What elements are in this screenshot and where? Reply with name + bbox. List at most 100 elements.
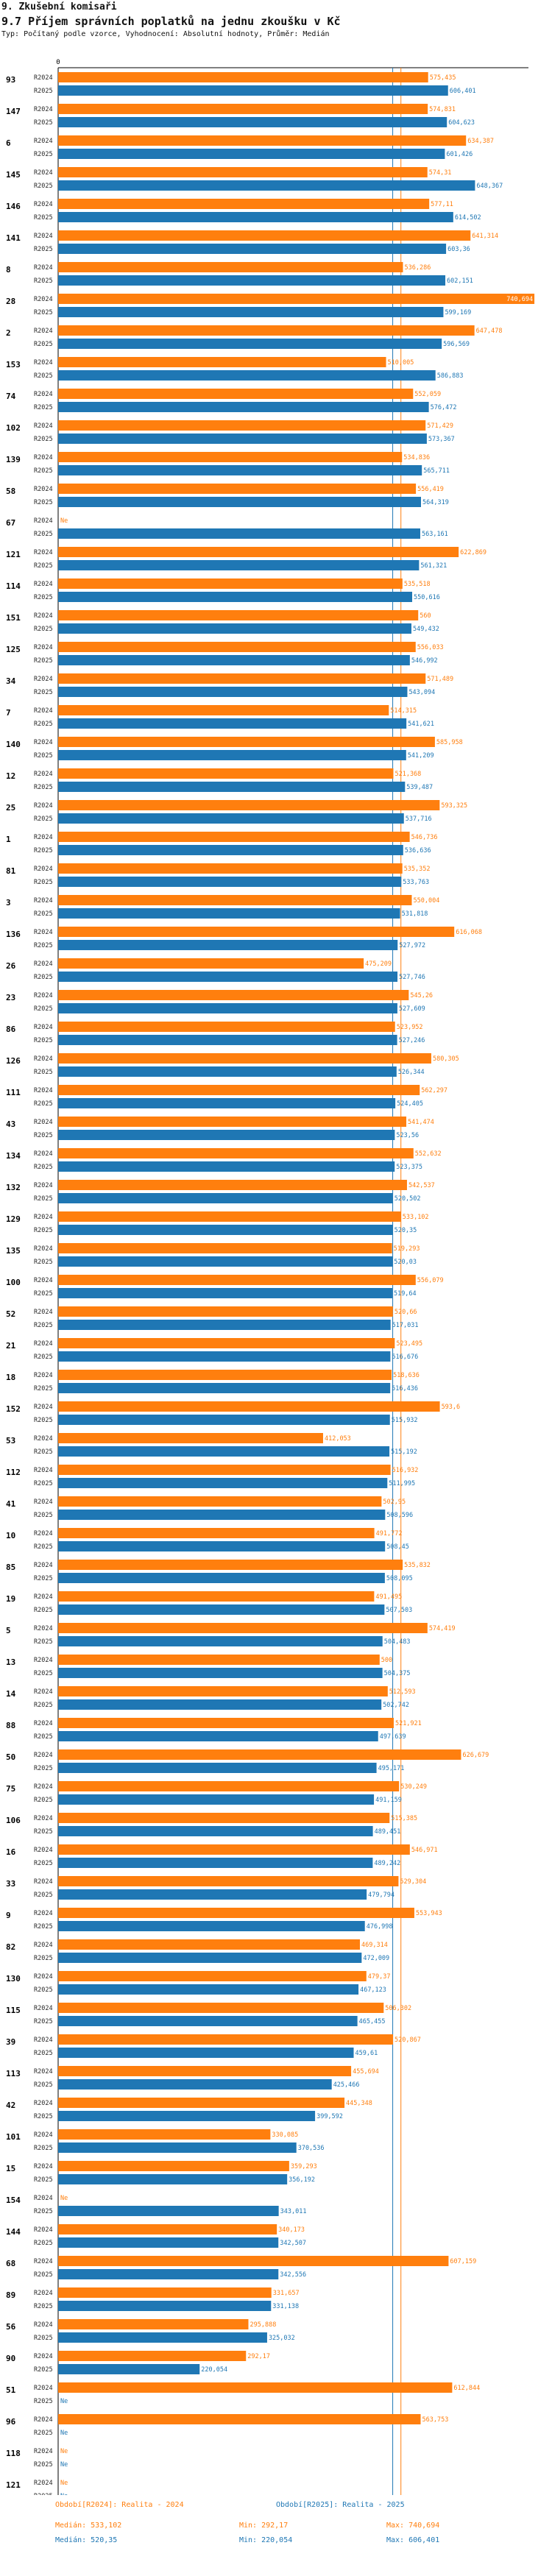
series-label: R2025 [34,1385,53,1393]
series-label: R2025 [34,1986,53,1994]
bar-r2024 [58,927,455,937]
bar-r2024 [58,1465,391,1475]
category-label: 151 [6,613,21,623]
bar-r2024 [58,1148,414,1158]
series-label: R2024 [34,581,53,588]
category-label: 100 [6,1278,21,1287]
data-label-r2024: 515,385 [391,1815,417,1822]
data-label-r2024: 552,059 [414,391,441,398]
data-label-r2025: 220,054 [201,2366,227,2374]
series-label: R2024 [34,2353,53,2360]
series-label: R2025 [34,1227,53,1234]
bar-r2025 [58,339,442,349]
data-label-r2025: 576,472 [431,404,457,411]
series-label: R2024 [34,1593,53,1601]
series-label: R2024 [34,992,53,999]
bar-r2025 [58,465,422,475]
bar-r2025 [58,180,475,191]
bar-r2025 [58,1066,397,1077]
bar-r2025 [58,1794,375,1805]
bar-r2025 [58,972,398,982]
data-label-r2024: 535,832 [404,1562,431,1569]
na-label-r2025: Ne [60,2398,68,2405]
data-label-r2024: 546,736 [411,834,438,841]
series-label: R2025 [34,1069,53,1076]
bar-r2025 [58,370,436,381]
category-label: 154 [6,2195,21,2205]
data-label-r2025: 343,011 [280,2208,307,2215]
data-label-r2024: 647,478 [476,328,503,335]
category-label: 140 [6,740,21,749]
data-label-r2025: 508,45 [386,1543,409,1551]
bar-r2024 [58,705,389,715]
series-label: R2025 [34,784,53,791]
series-label: R2025 [34,2461,53,2469]
category-label: 15 [6,2164,15,2173]
series-label: R2025 [34,436,53,443]
series-label: R2025 [34,1955,53,1962]
category-label: 21 [6,1341,16,1351]
series-label: R2024 [34,2005,53,2012]
series-label: R2025 [34,2366,53,2374]
data-label-r2024: 626,679 [462,1752,489,1759]
bar-r2025 [58,1541,386,1551]
series-label: R2024 [34,1688,53,1696]
na-label-r2024: Ne [60,517,68,525]
category-label: 39 [6,2037,15,2047]
series-label: R2025 [34,815,53,823]
series-label: R2025 [34,467,53,475]
series-label: R2025 [34,2145,53,2152]
category-label: 141 [6,233,21,243]
bar-r2024 [58,1401,440,1412]
series-label: R2025 [34,1765,53,1772]
data-label-r2024: 553,943 [416,1910,442,1917]
data-label-r2025: 459,61 [355,2050,378,2057]
bar-r2025 [58,845,403,855]
data-label-r2025: 515,192 [391,1448,417,1456]
data-label-r2024: 330,085 [272,2131,298,2139]
bar-r2024 [58,737,435,747]
bar-r2025 [58,1921,365,1931]
bar-r2024 [58,230,471,241]
series-label: R2024 [34,1340,53,1348]
series-label: R2025 [34,372,53,380]
data-label-r2024: 331,657 [273,2290,300,2297]
bar-r2024 [58,357,386,367]
bar-r2025 [58,244,447,254]
series-label: R2025 [34,531,53,538]
series-label: R2024 [34,2321,53,2329]
bar-r2025 [58,528,420,539]
bar-r2024 [58,673,426,684]
na-label-r2025: Ne [60,2493,68,2495]
series-label: R2025 [34,1575,53,1582]
data-label-r2024: 571,429 [427,422,453,430]
series-label: R2024 [34,549,53,556]
data-label-r2024: 469,314 [361,1942,388,1949]
data-label-r2025: 504,483 [384,1638,411,1646]
series-label: R2024 [34,1309,53,1316]
series-label: R2025 [34,2430,53,2437]
bar-r2025 [58,1256,393,1267]
category-label: 1 [6,835,11,844]
bar-r2024 [58,1718,394,1728]
data-label-r2025: 507,503 [386,1607,412,1614]
bar-r2025 [58,2016,358,2026]
data-label-r2025: 325,032 [269,2335,295,2342]
series-label: R2025 [34,1543,53,1551]
bar-r2024 [58,642,416,652]
data-label-r2025: 331,138 [272,2303,299,2310]
data-label-r2024: 533,102 [403,1214,429,1221]
series-label: R2024 [34,201,53,208]
series-label: R2025 [34,1195,53,1203]
series-label: R2025 [34,183,53,190]
data-label-r2024: 516,932 [392,1467,419,1474]
bar-r2025 [58,1446,390,1457]
series-label: R2024 [34,1783,53,1791]
bar-r2024 [58,832,410,842]
data-label-r2024: 523,952 [397,1024,423,1031]
category-label: 114 [6,581,21,591]
category-label: 75 [6,1784,15,1794]
bar-r2024 [58,199,430,209]
category-label: 135 [6,1246,21,1256]
bar-r2024 [58,578,403,589]
